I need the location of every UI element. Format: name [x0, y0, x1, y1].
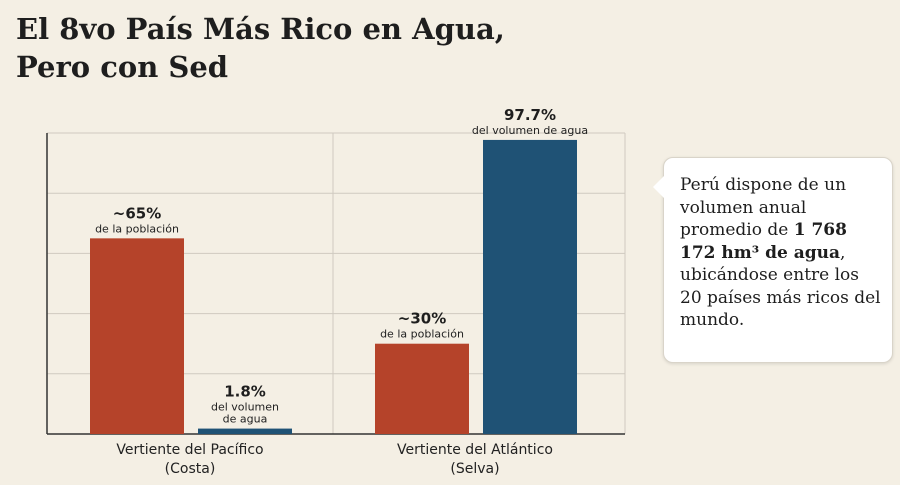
chart-title-line-2: Pero con Sed: [16, 50, 229, 84]
category-label-atlantic-line-2: (Selva): [450, 461, 500, 477]
chart-title-line-1: El 8vo País Más Rico en Agua,: [16, 12, 505, 46]
data-label: 1.8%: [224, 383, 266, 401]
data-sublabel: de la población: [95, 222, 179, 235]
data-label: 97.7%: [504, 106, 556, 124]
callout-pointer: [653, 176, 664, 198]
data-sublabel: del volumen de agua: [472, 124, 588, 137]
bar-water-1: [483, 139, 577, 434]
bar-population-1: [375, 343, 469, 434]
category-label-pacific-line-1: Vertiente del Pacífico: [116, 442, 264, 458]
category-label-pacific: Vertiente del Pacífico (Costa): [60, 441, 320, 479]
data-label: ~65%: [113, 204, 161, 222]
category-label-atlantic-line-1: Vertiente del Atlántico: [397, 442, 553, 458]
data-sublabel: de la población: [380, 328, 464, 341]
bar-water-0: [198, 428, 292, 434]
category-label-pacific-line-2: (Costa): [164, 461, 216, 477]
category-label-atlantic: Vertiente del Atlántico (Selva): [345, 441, 605, 479]
callout-text-end: , ubicándose entre los 20 países más ric…: [680, 242, 881, 331]
data-label: ~30%: [398, 310, 446, 328]
chart-title: El 8vo País Más Rico en Agua, Pero con S…: [16, 10, 505, 86]
info-callout: Perú dispone de un volumen anual promedi…: [653, 157, 893, 363]
callout-text-highlight: 1 768 172 hm³ de agua: [680, 220, 847, 263]
data-sublabel: del volumen: [211, 401, 279, 414]
bar-population-0: [90, 238, 184, 434]
callout-text-start: Perú dispone de un volumen anual promedi…: [680, 175, 847, 240]
data-sublabel: de agua: [223, 413, 268, 426]
